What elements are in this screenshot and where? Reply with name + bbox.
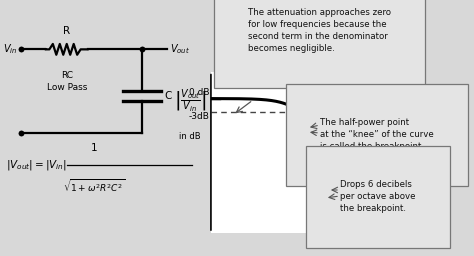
Text: -3dB: -3dB — [189, 112, 210, 121]
Text: The attenuation approaches zero
for low frequencies because the
second term in t: The attenuation approaches zero for low … — [248, 8, 391, 54]
Text: The half-power point
at the “knee” of the curve
is called the breakpoint.: The half-power point at the “knee” of th… — [320, 118, 434, 151]
Text: log $\omega$: log $\omega$ — [345, 79, 372, 93]
Text: RC
Low Pass: RC Low Pass — [46, 71, 87, 92]
Text: $|V_{out}|=|V_{in}|$: $|V_{out}|=|V_{in}|$ — [6, 158, 67, 172]
Text: C: C — [165, 91, 172, 101]
Text: in dB: in dB — [179, 132, 201, 141]
Text: $\omega_c = \dfrac{1}{RC}$: $\omega_c = \dfrac{1}{RC}$ — [280, 71, 315, 92]
Text: $V_{in}$: $V_{in}$ — [3, 42, 18, 56]
Text: $1$: $1$ — [90, 141, 98, 153]
Text: $\left|\dfrac{V_{out}}{V_{in}}\right|$: $\left|\dfrac{V_{out}}{V_{in}}\right|$ — [174, 88, 206, 114]
Text: $V_{out}$: $V_{out}$ — [170, 42, 190, 56]
Text: $\sqrt{1+\omega^2R^2C^2}$: $\sqrt{1+\omega^2R^2C^2}$ — [63, 177, 125, 195]
Text: R: R — [63, 26, 70, 36]
Text: 0 dB: 0 dB — [189, 88, 210, 97]
Text: Drops 6 decibels
per octave above
the breakpoint.: Drops 6 decibels per octave above the br… — [340, 180, 416, 213]
